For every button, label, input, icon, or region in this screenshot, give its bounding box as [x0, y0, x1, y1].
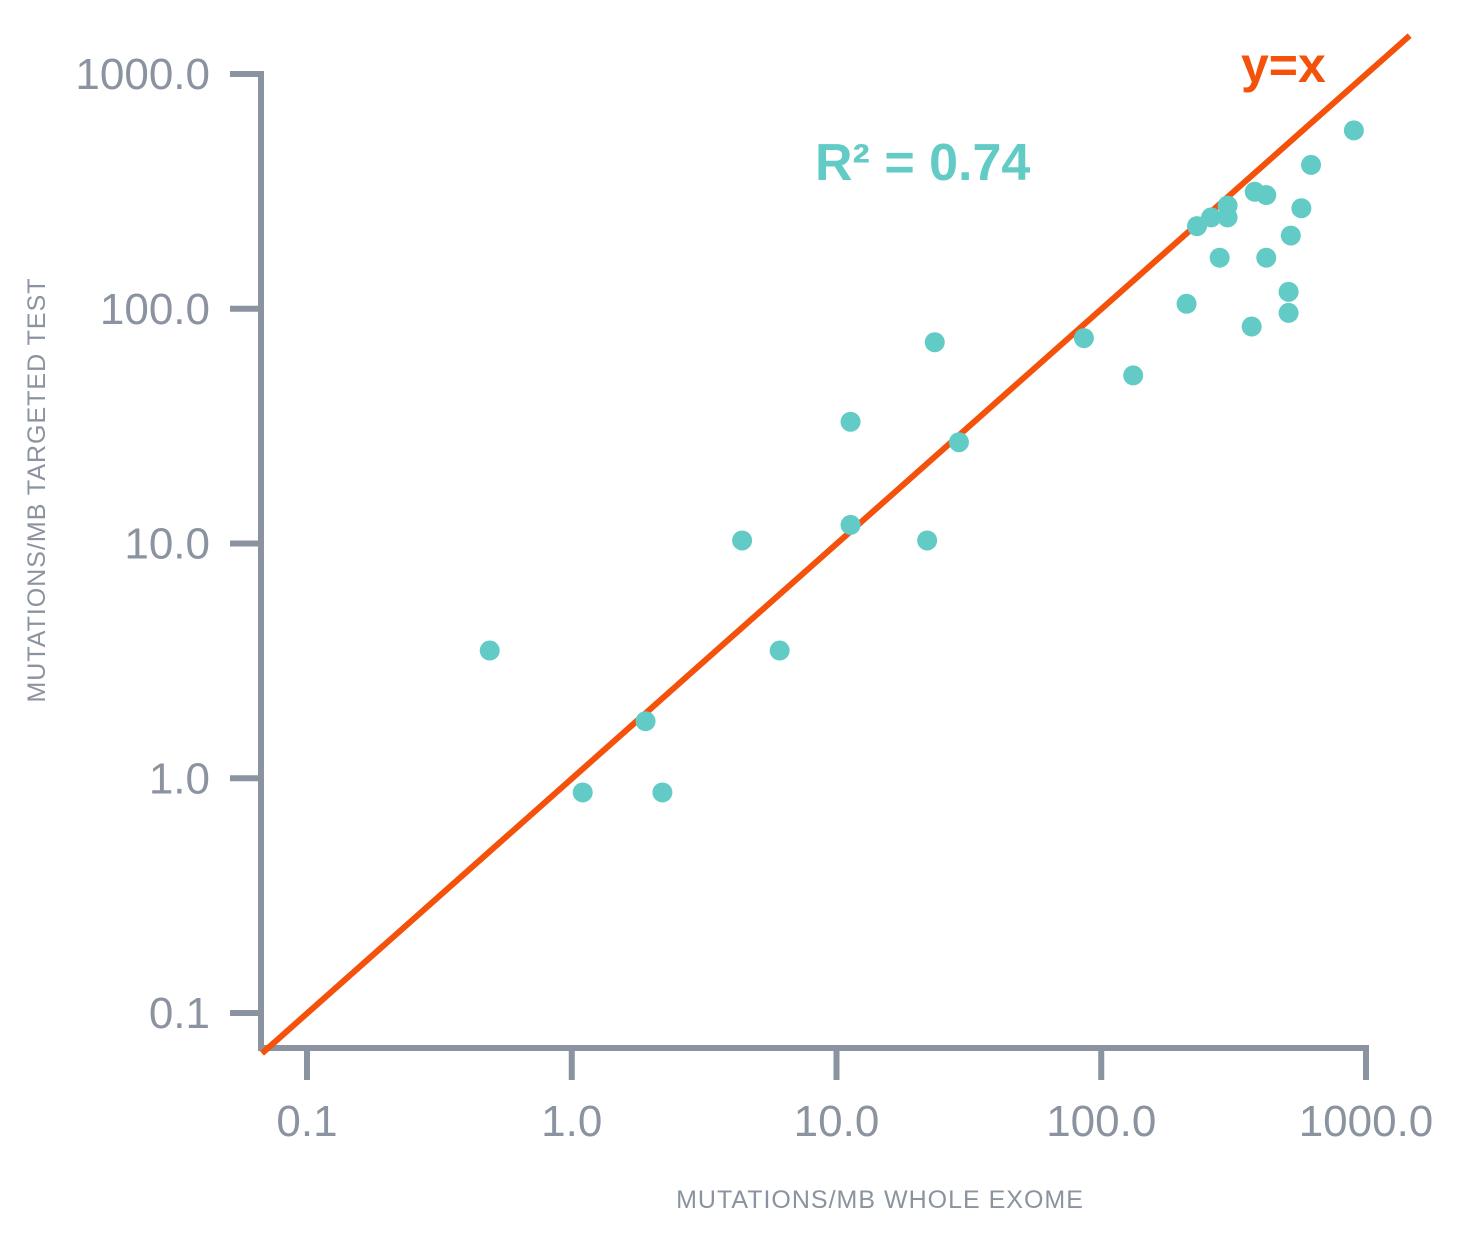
- data-point: [917, 530, 938, 551]
- data-point: [1209, 247, 1230, 268]
- x-axis-ticks: 0.1 1.0 10.0 100.0 1000.0: [276, 1048, 1433, 1146]
- data-point: [652, 782, 673, 803]
- data-point: [1123, 365, 1144, 386]
- identity-line-label: y=x: [1241, 37, 1326, 93]
- data-point: [1241, 316, 1262, 337]
- x-tick-label: 1000.0: [1299, 1097, 1434, 1146]
- data-point: [1278, 281, 1299, 302]
- y-tick-label: 1.0: [149, 754, 210, 803]
- x-axis-title: MUTATIONS/MB WHOLE EXOME: [676, 1186, 1084, 1214]
- y-axis-ticks: 0.1 1.0 10.0 100.0 1000.0: [75, 50, 261, 1038]
- data-point: [479, 640, 500, 661]
- data-point: [948, 432, 969, 453]
- data-points: [479, 120, 1364, 803]
- x-tick-label: 100.0: [1046, 1097, 1156, 1146]
- data-point: [1343, 120, 1364, 141]
- data-point: [840, 411, 861, 432]
- data-point: [1256, 185, 1277, 206]
- data-point: [1280, 225, 1301, 246]
- data-point: [840, 514, 861, 535]
- data-point: [635, 711, 656, 732]
- y-tick-label: 0.1: [149, 989, 210, 1038]
- y-tick-label: 10.0: [124, 520, 210, 569]
- data-point: [924, 332, 945, 353]
- r-squared-annotation: R² = 0.74: [815, 134, 1030, 192]
- data-point: [572, 782, 593, 803]
- data-point: [1217, 207, 1238, 228]
- data-point: [1201, 207, 1222, 228]
- x-tick-label: 1.0: [541, 1097, 602, 1146]
- y-tick-label: 1000.0: [75, 50, 210, 99]
- data-point: [769, 640, 790, 661]
- x-tick-label: 0.1: [276, 1097, 337, 1146]
- data-point: [1073, 328, 1094, 349]
- data-point: [1256, 247, 1277, 268]
- data-point: [1176, 293, 1197, 314]
- data-point: [1291, 198, 1312, 219]
- y-tick-label: 100.0: [100, 285, 210, 334]
- y-axis-title: MUTATIONS/MB TARGETED TEST: [23, 277, 51, 702]
- data-point: [732, 530, 753, 551]
- x-tick-label: 10.0: [794, 1097, 880, 1146]
- data-point: [1278, 302, 1299, 323]
- data-point: [1301, 154, 1322, 175]
